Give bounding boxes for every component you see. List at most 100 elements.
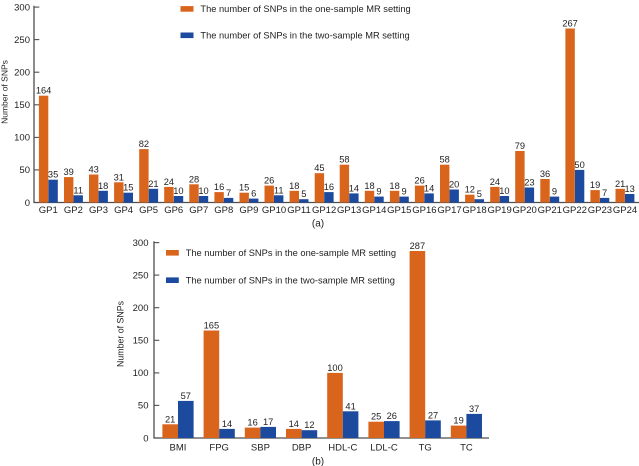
svg-text:9: 9 bbox=[402, 187, 407, 197]
svg-text:200: 200 bbox=[14, 68, 30, 79]
svg-text:14: 14 bbox=[222, 419, 232, 429]
svg-text:(a): (a) bbox=[312, 219, 324, 230]
svg-text:300: 300 bbox=[133, 238, 149, 249]
svg-text:GP22: GP22 bbox=[563, 205, 587, 216]
svg-text:HDL-C: HDL-C bbox=[328, 443, 357, 454]
svg-text:5: 5 bbox=[301, 189, 306, 199]
svg-text:BMI: BMI bbox=[170, 443, 187, 454]
svg-text:GP1: GP1 bbox=[39, 205, 58, 216]
svg-text:50: 50 bbox=[19, 165, 30, 176]
svg-text:79: 79 bbox=[515, 141, 525, 151]
svg-text:GP8: GP8 bbox=[214, 205, 233, 216]
svg-text:16: 16 bbox=[214, 182, 224, 192]
svg-text:41: 41 bbox=[345, 401, 355, 411]
svg-text:250: 250 bbox=[14, 35, 30, 46]
svg-text:16: 16 bbox=[324, 182, 334, 192]
svg-text:58: 58 bbox=[440, 155, 450, 165]
svg-text:165: 165 bbox=[204, 321, 220, 331]
svg-text:DBP: DBP bbox=[292, 443, 312, 454]
svg-text:100: 100 bbox=[14, 133, 30, 144]
svg-text:26: 26 bbox=[387, 411, 397, 421]
svg-text:250: 250 bbox=[133, 270, 149, 281]
svg-text:24: 24 bbox=[490, 177, 500, 187]
svg-text:FPG: FPG bbox=[209, 443, 229, 454]
svg-text:GP13: GP13 bbox=[337, 205, 361, 216]
svg-text:43: 43 bbox=[89, 165, 99, 175]
svg-text:GP19: GP19 bbox=[487, 205, 511, 216]
svg-text:Number of SNPs: Number of SNPs bbox=[0, 60, 10, 124]
svg-text:GP4: GP4 bbox=[114, 205, 133, 216]
svg-text:19: 19 bbox=[453, 416, 463, 426]
svg-text:GP11: GP11 bbox=[287, 205, 311, 216]
svg-text:28: 28 bbox=[189, 174, 199, 184]
svg-text:GP9: GP9 bbox=[239, 205, 258, 216]
svg-text:19: 19 bbox=[590, 180, 600, 190]
svg-text:26: 26 bbox=[264, 176, 274, 186]
svg-text:50: 50 bbox=[574, 160, 584, 170]
svg-text:200: 200 bbox=[133, 303, 149, 314]
svg-text:25: 25 bbox=[371, 412, 381, 422]
svg-text:GP16: GP16 bbox=[412, 205, 436, 216]
svg-text:9: 9 bbox=[552, 187, 557, 197]
svg-text:15: 15 bbox=[239, 183, 249, 193]
svg-text:18: 18 bbox=[98, 181, 108, 191]
svg-text:14: 14 bbox=[424, 183, 434, 193]
svg-text:45: 45 bbox=[314, 163, 324, 173]
svg-text:The number of SNPs in the two-: The number of SNPs in the two-sample MR … bbox=[186, 276, 395, 286]
svg-text:267: 267 bbox=[562, 19, 578, 29]
svg-text:164: 164 bbox=[36, 86, 52, 96]
svg-text:GP21: GP21 bbox=[538, 205, 562, 216]
svg-text:82: 82 bbox=[139, 139, 149, 149]
svg-text:20: 20 bbox=[449, 180, 459, 190]
svg-text:GP5: GP5 bbox=[139, 205, 158, 216]
svg-text:6: 6 bbox=[251, 189, 256, 199]
svg-text:10: 10 bbox=[499, 186, 509, 196]
svg-text:23: 23 bbox=[524, 178, 534, 188]
svg-text:LDL-C: LDL-C bbox=[370, 443, 398, 454]
svg-text:18: 18 bbox=[289, 181, 299, 191]
svg-text:287: 287 bbox=[410, 241, 426, 251]
svg-text:GP18: GP18 bbox=[462, 205, 486, 216]
svg-text:(b): (b) bbox=[312, 457, 324, 466]
svg-text:10: 10 bbox=[173, 186, 183, 196]
svg-text:GP17: GP17 bbox=[437, 205, 461, 216]
svg-text:GP20: GP20 bbox=[513, 205, 537, 216]
svg-text:24: 24 bbox=[164, 177, 174, 187]
svg-text:150: 150 bbox=[14, 100, 30, 111]
svg-text:GP2: GP2 bbox=[64, 205, 83, 216]
svg-text:GP10: GP10 bbox=[262, 205, 286, 216]
svg-text:7: 7 bbox=[226, 188, 231, 198]
svg-text:GP3: GP3 bbox=[89, 205, 108, 216]
svg-text:16: 16 bbox=[247, 418, 257, 428]
svg-text:36: 36 bbox=[540, 169, 550, 179]
svg-text:5: 5 bbox=[477, 189, 482, 199]
svg-text:18: 18 bbox=[364, 181, 374, 191]
svg-text:57: 57 bbox=[181, 391, 191, 401]
svg-text:12: 12 bbox=[304, 420, 314, 430]
svg-text:150: 150 bbox=[133, 336, 149, 347]
svg-text:The number of SNPs in the one-: The number of SNPs in the one-sample MR … bbox=[200, 4, 410, 14]
svg-text:11: 11 bbox=[73, 185, 83, 195]
svg-text:58: 58 bbox=[339, 155, 349, 165]
svg-text:0: 0 bbox=[143, 433, 148, 444]
svg-text:GP6: GP6 bbox=[164, 205, 183, 216]
svg-text:GP24: GP24 bbox=[613, 205, 637, 216]
svg-text:15: 15 bbox=[123, 183, 133, 193]
svg-text:14: 14 bbox=[289, 419, 299, 429]
svg-text:12: 12 bbox=[465, 185, 475, 195]
svg-text:37: 37 bbox=[469, 404, 479, 414]
svg-text:11: 11 bbox=[274, 185, 284, 195]
svg-text:Number of SNPs: Number of SNPs bbox=[116, 300, 126, 367]
svg-text:31: 31 bbox=[114, 172, 124, 182]
svg-text:26: 26 bbox=[414, 176, 424, 186]
svg-text:GP14: GP14 bbox=[362, 205, 386, 216]
svg-text:17: 17 bbox=[263, 417, 273, 427]
svg-text:50: 50 bbox=[138, 401, 149, 412]
svg-text:The number of SNPs in the two-: The number of SNPs in the two-sample MR … bbox=[200, 31, 409, 41]
svg-text:TG: TG bbox=[419, 443, 432, 454]
svg-text:27: 27 bbox=[428, 410, 438, 420]
svg-text:21: 21 bbox=[615, 179, 625, 189]
svg-text:13: 13 bbox=[625, 184, 635, 194]
svg-text:35: 35 bbox=[48, 170, 58, 180]
svg-text:10: 10 bbox=[198, 186, 208, 196]
